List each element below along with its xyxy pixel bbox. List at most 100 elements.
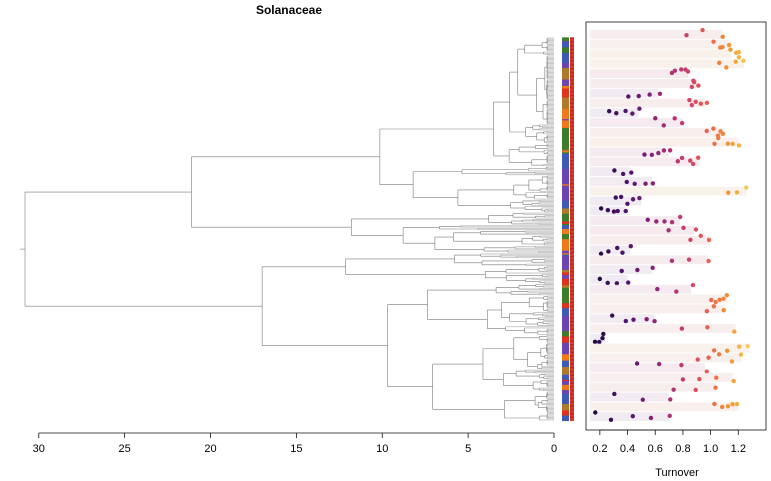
turnover-point [732, 329, 737, 334]
turnover-point [623, 108, 628, 114]
tip-trait-cell [562, 217, 569, 220]
tip-trait-cell [562, 68, 569, 70]
tip-trait-cell [562, 82, 569, 84]
tip-trait-cell [562, 151, 569, 153]
tip-group-cell [570, 101, 574, 103]
tip-group-cell [570, 257, 574, 259]
tip-trait-cell [562, 266, 569, 268]
tip-group-cell [570, 166, 574, 169]
tip-trait-cell [562, 41, 569, 43]
x-tick-label: 25 [119, 443, 131, 455]
tip-trait-cell [562, 391, 569, 393]
tip-group-cell [570, 89, 574, 92]
tip-trait-cell [562, 328, 569, 331]
turnover-band [590, 402, 739, 412]
x-tick-label: 20 [204, 443, 216, 455]
turnover-point [695, 357, 700, 362]
tip-trait-cell [562, 260, 569, 263]
tip-group-cell [570, 415, 574, 418]
turnover-point [669, 220, 675, 225]
tip-group-cell [570, 402, 574, 405]
tip-group-cell [570, 208, 574, 211]
turnover-point [605, 207, 611, 213]
turnover-point [738, 352, 744, 357]
turnover-band [590, 79, 697, 88]
turnover-point [606, 249, 611, 254]
tip-group-cell [570, 418, 574, 420]
turnover-band [590, 333, 606, 343]
turnover-point [679, 362, 684, 368]
turnover-point [667, 148, 673, 153]
tip-group-cell [570, 221, 574, 224]
tip-group-cell [570, 165, 574, 167]
tip-trait-cell [562, 401, 569, 404]
tip-trait-cell [562, 156, 569, 158]
tip-trait-cell [562, 272, 569, 275]
tip-group-cell [570, 268, 574, 271]
tip-group-cell [570, 240, 574, 243]
tip-trait-cell [562, 241, 569, 244]
tip-trait-cell [562, 78, 569, 80]
tip-group-cell [570, 216, 574, 218]
turnover-band [590, 59, 744, 69]
turnover-band [590, 39, 729, 49]
turnover-band [590, 284, 692, 294]
tip-group-cell [570, 249, 574, 252]
tip-trait-cell [562, 153, 569, 156]
tip-group-cell [570, 263, 574, 266]
tip-trait-cell [562, 216, 569, 218]
tip-trait-cell [562, 96, 569, 98]
tip-trait-cell [562, 147, 569, 149]
turnover-band [590, 186, 747, 196]
tip-group-cell [570, 194, 574, 197]
turnover-point [736, 143, 742, 148]
tip-group-cell [570, 349, 574, 351]
turnover-point [688, 237, 693, 243]
tip-group-cell [570, 167, 574, 170]
turnover-point [609, 313, 615, 318]
turnover-point [713, 299, 718, 305]
turnover-point [695, 155, 701, 160]
tip-group-cell [570, 83, 574, 86]
tip-trait-cell [562, 253, 569, 255]
tip-trait-cell [562, 291, 569, 294]
tip-group-cell [570, 223, 574, 226]
turnover-point [691, 78, 696, 83]
turnover-point [720, 404, 725, 410]
tip-group-cell [570, 96, 574, 98]
turnover-point [704, 128, 709, 134]
tip-group-cell [570, 368, 574, 370]
tip-group-cell [570, 393, 574, 396]
tip-group-cell [570, 372, 574, 374]
turnover-point [709, 297, 714, 303]
turnover-point [720, 34, 725, 39]
tip-trait-cell [562, 230, 569, 232]
tip-trait-cell [562, 267, 569, 270]
turnover-point [657, 91, 663, 97]
tip-trait-cell [562, 295, 569, 298]
tip-group-cell [570, 170, 574, 172]
tip-trait-cell [562, 231, 569, 234]
tip-trait-cell [562, 138, 569, 140]
tip-group-cell [570, 52, 574, 55]
tip-group-cell [570, 317, 574, 319]
tip-trait-cell [562, 354, 569, 356]
tip-trait-cell [562, 213, 569, 216]
tip-group-cell [570, 282, 574, 285]
tip-group-cell [570, 230, 574, 232]
turnover-point [706, 237, 712, 243]
tip-group-cell [570, 183, 574, 185]
tip-group-cell [570, 59, 574, 61]
tip-trait-cell [562, 262, 569, 264]
tip-group-cell [570, 68, 574, 70]
tip-trait-cell [562, 53, 569, 56]
tip-trait-cell [562, 244, 569, 247]
tip-group-cell [570, 384, 574, 387]
tip-trait-cell [562, 320, 569, 323]
tip-trait-cell [562, 300, 569, 303]
tip-trait-cell [562, 48, 569, 51]
tip-group-cell [570, 220, 574, 222]
tip-group-cell [570, 51, 574, 54]
tip-group-cell [570, 92, 574, 94]
turnover-point [650, 181, 656, 186]
